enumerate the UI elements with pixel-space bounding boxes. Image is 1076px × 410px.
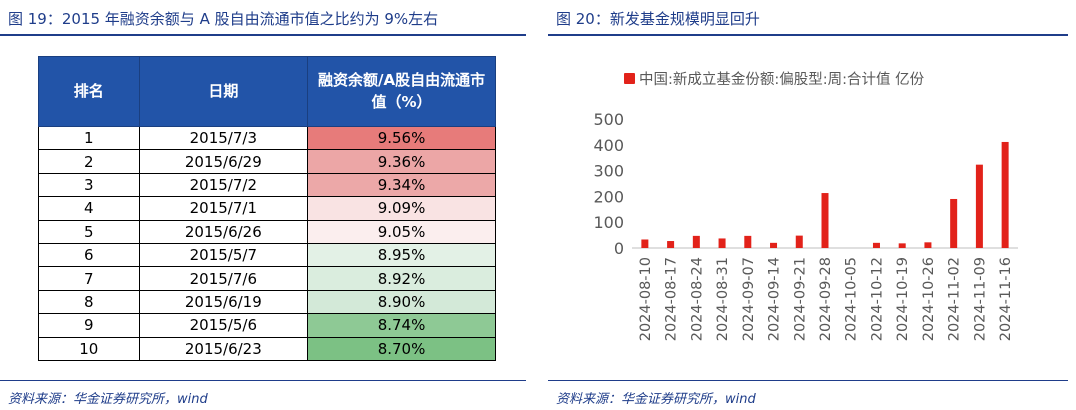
x-tick-label: 2024-11-02 <box>947 257 963 341</box>
title-divider <box>548 34 1068 36</box>
bar <box>744 235 752 248</box>
x-tick-label: 2024-10-26 <box>921 257 937 341</box>
x-tick-label: 2024-10-05 <box>844 257 860 341</box>
cell-rank: 10 <box>38 336 140 361</box>
cell-rank: 9 <box>38 313 140 338</box>
x-tick-label: 2024-09-21 <box>792 257 808 341</box>
cell-ratio: 9.09% <box>307 196 496 221</box>
cell-ratio: 8.92% <box>307 266 496 291</box>
bar <box>667 241 675 248</box>
cell-rank: 5 <box>38 219 140 244</box>
bar <box>975 164 983 248</box>
table-header-row: 排名 日期 融资余额/A股自由流通市值（%） <box>38 56 496 127</box>
cell-ratio: 9.36% <box>307 149 496 174</box>
table-row: 9 2015/5/6 8.74% <box>38 313 496 338</box>
cell-ratio: 9.34% <box>307 172 496 198</box>
x-tick-label: 2024-09-28 <box>818 257 834 341</box>
cell-date: 2015/5/6 <box>138 313 309 338</box>
table-row: 6 2015/5/7 8.95% <box>38 242 496 268</box>
table-body: 1 2015/7/3 9.56% 2 2015/6/29 9.36% 3 2015/7/2 9.… <box>38 125 496 361</box>
cell-ratio: 8.95% <box>307 242 496 268</box>
cell-rank: 1 <box>38 125 140 151</box>
x-tick-label: 2024-08-10 <box>638 257 654 341</box>
source-divider <box>548 380 1068 381</box>
source-note: 资料来源：华金证券研究所，wind <box>8 392 208 407</box>
cell-rank: 2 <box>38 149 140 174</box>
table-row: 10 2015/6/23 8.70% <box>38 336 496 361</box>
x-tick-label: 2024-08-31 <box>715 257 731 341</box>
cell-date: 2015/7/6 <box>138 266 309 291</box>
x-tick-label: 2024-09-14 <box>767 257 783 341</box>
table-row: 7 2015/7/6 8.92% <box>38 266 496 291</box>
bar <box>924 242 932 248</box>
title-divider <box>0 34 526 36</box>
x-tick-label: 2024-09-07 <box>741 257 757 341</box>
cell-ratio: 8.90% <box>307 289 496 315</box>
table-row: 5 2015/6/26 9.05% <box>38 219 496 244</box>
bar <box>795 235 803 248</box>
cell-date: 2015/7/2 <box>138 172 309 198</box>
cell-rank: 8 <box>38 289 140 315</box>
x-tick-label: 2024-11-09 <box>972 257 988 341</box>
x-tick-label: 2024-08-17 <box>664 257 680 341</box>
left-panel: 图 19：2015 年融资余额与 A 股自由流通市值之比约为 9%左右 排名 日… <box>0 0 526 410</box>
x-tick-label: 2024-08-24 <box>689 257 705 341</box>
new-fund-chart: 中国:新成立基金份额:偏股型:周:合计值 亿份50040030020010002… <box>593 71 1018 341</box>
bar <box>641 239 649 248</box>
source-note: 资料来源：华金证券研究所，wind <box>556 392 756 407</box>
legend-swatch <box>624 73 635 84</box>
y-tick-label: 300 <box>593 162 624 181</box>
cell-rank: 4 <box>38 196 140 221</box>
y-tick-label: 200 <box>593 187 624 206</box>
table-row: 8 2015/6/19 8.90% <box>38 289 496 315</box>
cell-date: 2015/7/1 <box>138 196 309 221</box>
cell-date: 2015/6/19 <box>138 289 309 315</box>
bar <box>821 193 829 248</box>
bar <box>692 235 700 248</box>
bar <box>898 243 906 248</box>
cell-ratio: 8.70% <box>307 336 496 361</box>
margin-ratio-table: 排名 日期 融资余额/A股自由流通市值（%） 1 2015/7/3 9.56% 2 20… <box>38 56 496 361</box>
cell-rank: 7 <box>38 266 140 291</box>
source-divider <box>0 380 526 381</box>
table-row: 2 2015/6/29 9.36% <box>38 149 496 174</box>
cell-date: 2015/7/3 <box>138 125 309 151</box>
cell-rank: 6 <box>38 242 140 268</box>
header-rank: 排名 <box>38 56 140 127</box>
figure-19-title: 图 19：2015 年融资余额与 A 股自由流通市值之比约为 9%左右 <box>8 10 439 28</box>
bar <box>950 198 958 248</box>
cell-date: 2015/6/23 <box>138 336 309 361</box>
x-tick-label: 2024-10-12 <box>869 257 885 341</box>
right-panel: 图 20：新发基金规模明显回升 中国:新成立基金份额:偏股型:周:合计值 亿份 5… <box>548 0 1068 410</box>
legend-label: 中国:新成立基金份额:偏股型:周:合计值 亿份 <box>639 71 925 88</box>
table-row: 3 2015/7/2 9.34% <box>38 172 496 198</box>
cell-rank: 3 <box>38 172 140 198</box>
y-tick-label: 0 <box>614 239 624 258</box>
figure-20-title: 图 20：新发基金规模明显回升 <box>556 10 760 28</box>
bar <box>872 242 880 248</box>
header-date: 日期 <box>138 56 309 127</box>
y-tick-label: 100 <box>593 213 624 232</box>
cell-date: 2015/5/7 <box>138 242 309 268</box>
header-ratio-text: 融资余额/A股自由流通市值（%） <box>317 70 486 111</box>
y-tick-label: 500 <box>593 110 624 129</box>
x-tick-label: 2024-10-19 <box>895 257 911 341</box>
cell-ratio: 9.05% <box>307 219 496 244</box>
bar <box>770 242 778 248</box>
cell-ratio: 9.56% <box>307 125 496 151</box>
bar <box>718 238 726 248</box>
x-tick-label: 2024-11-16 <box>998 257 1014 341</box>
cell-date: 2015/6/29 <box>138 149 309 174</box>
y-tick-label: 400 <box>593 136 624 155</box>
bar <box>1001 141 1009 248</box>
cell-ratio: 8.74% <box>307 313 496 338</box>
cell-date: 2015/6/26 <box>138 219 309 244</box>
table-row: 1 2015/7/3 9.56% <box>38 125 496 151</box>
header-ratio: 融资余额/A股自由流通市值（%） <box>307 56 496 127</box>
table-row: 4 2015/7/1 9.09% <box>38 196 496 221</box>
